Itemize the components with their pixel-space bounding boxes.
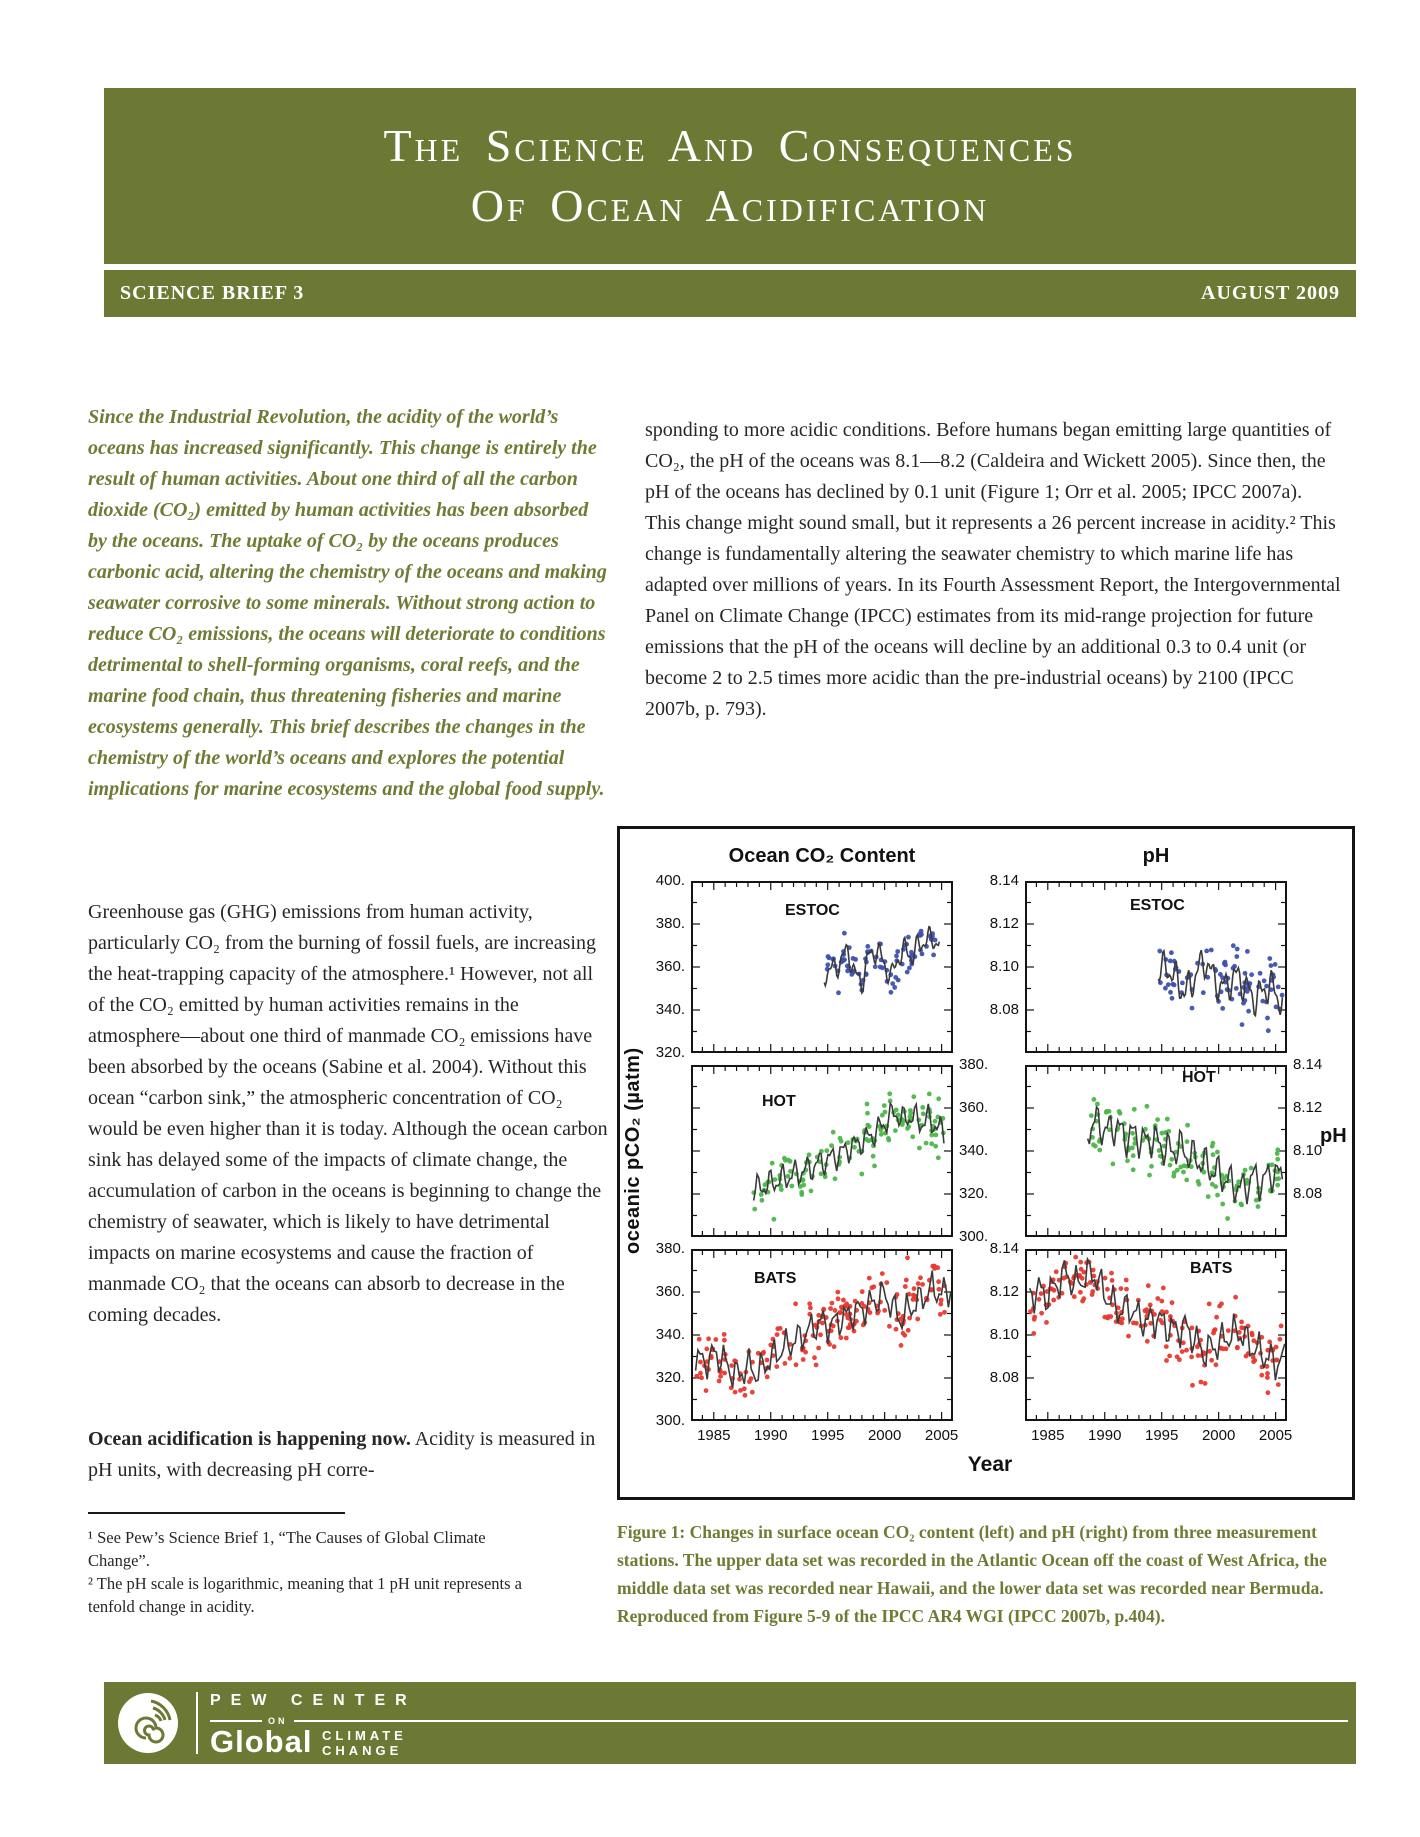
figure-panel-grid: ESTOC 400. 380. 360. 340. 320. ESTOC 8.14 8.12 8… [620, 872, 1358, 1429]
paragraph-lead-bold: Ocean acidification is happening now. [88, 1428, 411, 1450]
logo-climate-change: CLIMATE CHANGE [322, 1728, 407, 1758]
panel-hot-ph: HOT 8.14 8.12 8.10 8.08 [1025, 1056, 1322, 1237]
x-axis-ticks-right: 1985 1990 1995 2000 2005 [1031, 1427, 1293, 1444]
svg-text:BATS: BATS [754, 1270, 797, 1287]
panel-bats-ph: BATS 8.14 8.12 8.10 8.08 [990, 1240, 1287, 1421]
logo-climate: CLIMATE [322, 1728, 407, 1743]
footnote-1: ¹ See Pew’s Science Brief 1, “The Causes… [88, 1528, 486, 1570]
brief-number-label: SCIENCE BRIEF 3 [120, 282, 305, 304]
y-axis-tick-labels: 8.14 8.12 8.10 8.08 [1293, 1056, 1323, 1202]
figure-caption: Figure 1: Changes in surface ocean CO₂ c… [617, 1522, 1327, 1626]
svg-text:HOT: HOT [762, 1093, 796, 1110]
intro-abstract: Since the Industrial Revolution, the aci… [88, 406, 607, 800]
logo-change: CHANGE [322, 1743, 403, 1758]
y-axis-tick-labels: 380. 360. 340. 320. 300. [655, 1240, 685, 1429]
body-paragraph-2: Ocean acidification is happening now. Ac… [88, 1424, 612, 1486]
paragraph-2-rest: Acidity is measured in pH units, with de… [88, 1428, 596, 1481]
subtitle-band: SCIENCE BRIEF 3 AUGUST 2009 [104, 270, 1356, 317]
body-paragraph-1: Greenhouse gas (GHG) emissions from huma… [88, 901, 608, 1326]
pew-swirl-icon [118, 1693, 178, 1753]
footnote-2: ² The pH scale is logarithmic, meaning t… [88, 1574, 522, 1616]
y-axis-tick-labels: 380. 360. 340. 320. 300. [959, 1056, 989, 1245]
rule-segment [293, 1720, 1348, 1722]
y-axis-tick-labels: 8.14 8.12 8.10 8.08 [989, 872, 1019, 1018]
title-band: The Science And Consequences Of Ocean Ac… [104, 88, 1356, 264]
logo-pew-center: PEW CENTER [210, 1692, 417, 1709]
logo-rule: ON [210, 1716, 1348, 1726]
footnotes: ¹ See Pew’s Science Brief 1, “The Causes… [88, 1526, 528, 1618]
y-axis-tick-labels: 400. 380. 360. 340. 320. [655, 872, 685, 1061]
svg-text:ESTOC: ESTOC [785, 902, 840, 919]
logo-divider [196, 1692, 198, 1754]
svg-text:ESTOC: ESTOC [1130, 897, 1185, 914]
footer-band: PEW CENTER ON Global CLIMATE CHANGE [104, 1682, 1356, 1764]
body-paragraph-3: sponding to more acidic conditions. Befo… [645, 419, 1341, 720]
panel-estoc-co2: ESTOC 400. 380. 360. 340. 320. [656, 872, 953, 1061]
issue-date-label: AUGUST 2009 [1201, 282, 1340, 304]
svg-text:BATS: BATS [1190, 1260, 1233, 1277]
logo-global: Global [210, 1724, 313, 1759]
x-axis-label-year: Year [967, 1453, 1013, 1476]
svg-text:HOT: HOT [1182, 1069, 1216, 1086]
figure-title-ph: pH [1142, 845, 1170, 867]
page-title-line-2: Of Ocean Acidification [470, 180, 990, 231]
figure-1: Ocean CO₂ Content pH oceanic pCO₂ (µatm)… [617, 826, 1355, 1500]
footnote-divider [88, 1512, 345, 1514]
x-axis-ticks-left: 1985 1990 1995 2000 2005 [697, 1427, 959, 1444]
panel-hot-co2: HOT 380. 360. 340. 320. 300. [691, 1056, 988, 1245]
rule-segment [210, 1720, 262, 1722]
y-axis-label-ph: pH [1320, 1125, 1347, 1147]
panel-bats-co2: BATS 380. 360. 340. 320. 300. [656, 1240, 953, 1429]
panel-estoc-ph: ESTOC 8.14 8.12 8.10 8.08 [990, 872, 1287, 1053]
logo-on: ON [268, 1716, 288, 1726]
page-title-line-1: The Science And Consequences [383, 120, 1077, 171]
figure-title-co2: Ocean CO₂ Content [728, 845, 916, 867]
y-axis-tick-labels: 8.14 8.12 8.10 8.08 [989, 1240, 1019, 1386]
